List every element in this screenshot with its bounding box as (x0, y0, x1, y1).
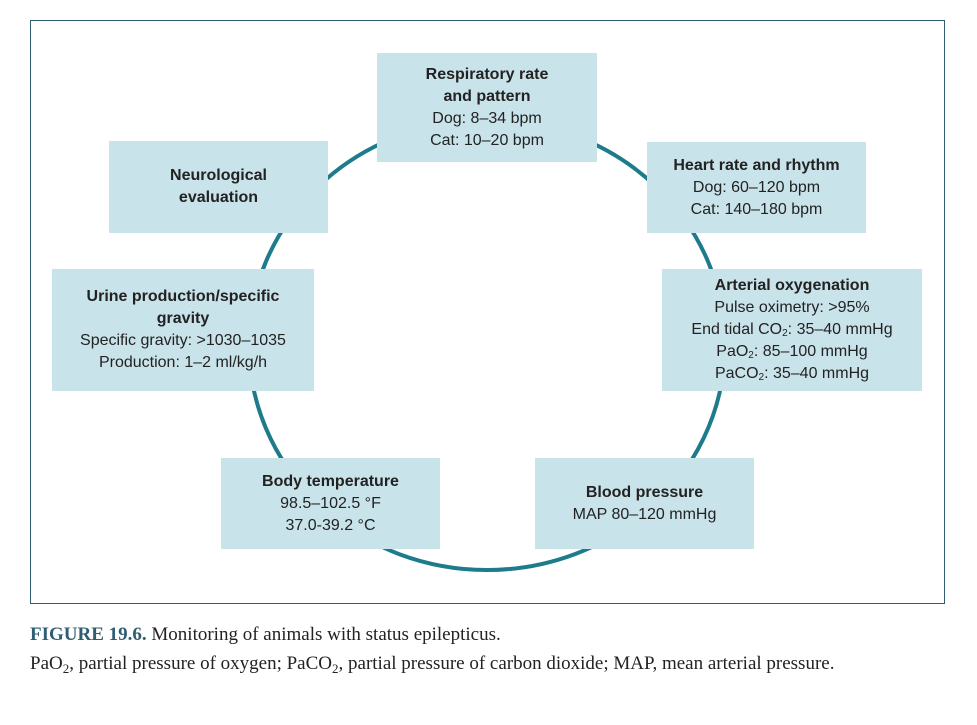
temperature-fahrenheit: 98.5–102.5 °F (280, 494, 381, 512)
end-tidal-co2-range: End tidal CO2: 35–40 mmHg (691, 321, 893, 339)
urine-production-box: Urine production/specific gravity Specif… (52, 269, 314, 391)
figure-label: FIGURE 19.6. (30, 624, 147, 645)
heart-rate-box: Heart rate and rhythm Dog: 60–120 bpm Ca… (647, 142, 866, 233)
urine-production-range: Production: 1–2 ml/kg/h (98, 354, 268, 371)
neuro-title-line1: Neurological (170, 167, 267, 184)
specific-gravity-range: Specific gravity: >1030–1035 (80, 332, 286, 349)
caption-title-line: FIGURE 19.6. Monitoring of animals with … (30, 620, 945, 649)
blood-pressure-title: Blood pressure (585, 483, 704, 501)
respiratory-dog-range: Dog: 8–34 bpm (432, 109, 542, 127)
respiratory-title-line2: and pattern (443, 87, 531, 105)
respiratory-title-line1: Respiratory rate (425, 65, 549, 83)
neuro-title-line2: evaluation (178, 189, 259, 206)
blood-pressure-box: Blood pressure MAP 80–120 mmHg (535, 458, 754, 549)
temperature-celsius: 37.0-39.2 °C (285, 516, 376, 534)
heart-cat-range: Cat: 140–180 bpm (690, 200, 823, 218)
urine-title-line2: gravity (156, 310, 210, 327)
pulse-oximetry-range: Pulse oximetry: >95% (714, 299, 870, 316)
respiratory-rate-box: Respiratory rate and pattern Dog: 8–34 b… (377, 53, 597, 162)
arterial-title: Arterial oxygenation (714, 277, 870, 294)
arterial-oxygenation-box: Arterial oxygenation Pulse oximetry: >95… (662, 269, 922, 391)
map-range: MAP 80–120 mmHg (572, 505, 717, 523)
body-temperature-box: Body temperature 98.5–102.5 °F 37.0-39.2… (221, 458, 440, 549)
body-temperature-title: Body temperature (262, 472, 399, 490)
pao2-range: PaO2: 85–100 mmHg (716, 343, 868, 361)
caption-definitions: PaO2, partial pressure of oxygen; PaCO2,… (30, 653, 835, 676)
heart-title: Heart rate and rhythm (673, 156, 840, 174)
urine-title-line1: Urine production/specific (86, 288, 280, 305)
heart-dog-range: Dog: 60–120 bpm (692, 178, 821, 196)
respiratory-cat-range: Cat: 10–20 bpm (430, 131, 544, 149)
figure-title: Monitoring of animals with status epilep… (146, 624, 501, 645)
figure-caption: FIGURE 19.6. Monitoring of animals with … (30, 620, 945, 683)
paco2-range: PaCO2: 35–40 mmHg (714, 365, 870, 383)
neurological-evaluation-box: Neurological evaluation (109, 141, 328, 233)
